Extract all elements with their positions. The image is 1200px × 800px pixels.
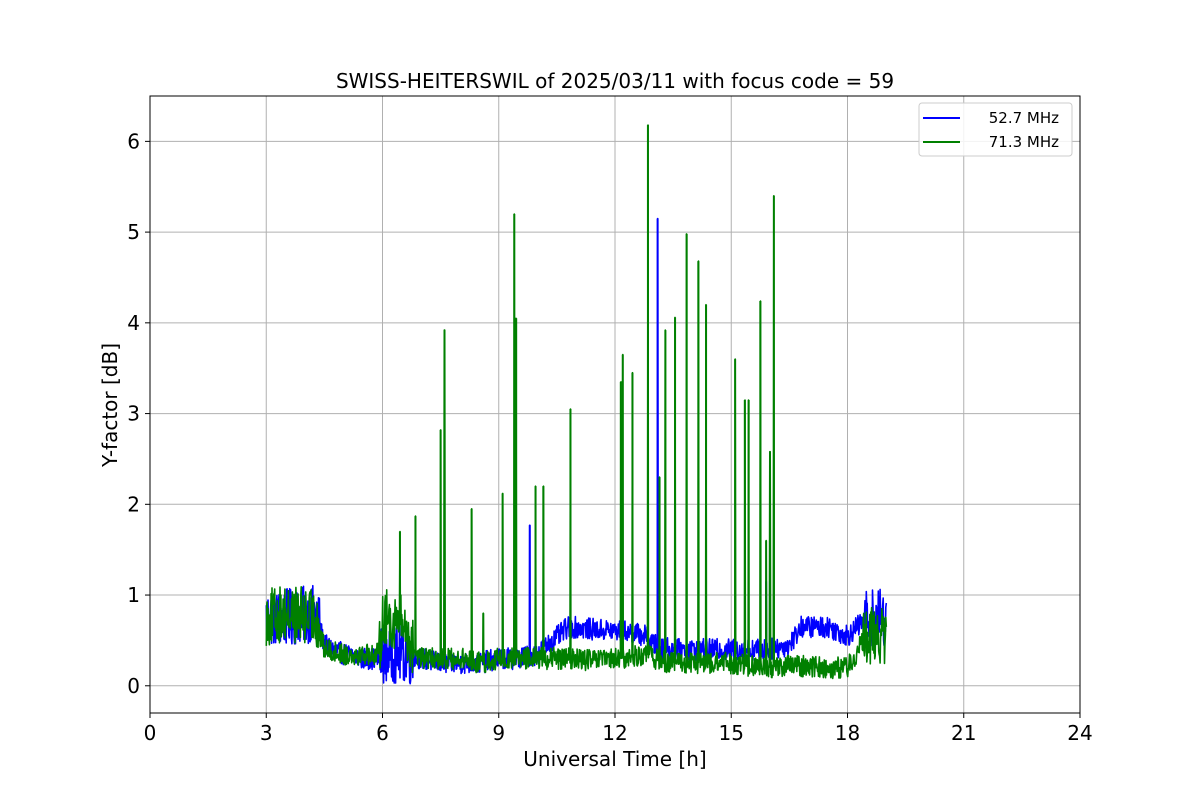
x-tick-label: 0: [144, 721, 157, 745]
x-tick-label: 3: [260, 721, 273, 745]
legend-label: 71.3 MHz: [989, 133, 1059, 151]
y-tick-label: 4: [127, 311, 140, 335]
y-axis-label: Y-factor [dB]: [98, 343, 122, 468]
y-tick-label: 6: [127, 129, 140, 153]
y-tick-label: 1: [127, 583, 140, 607]
y-tick-label: 2: [127, 492, 140, 516]
legend-label: 52.7 MHz: [989, 109, 1059, 127]
x-tick-label: 18: [835, 721, 860, 745]
y-tick-label: 3: [127, 402, 140, 426]
y-tick-label: 5: [127, 220, 140, 244]
series-line: [265, 217, 888, 685]
x-axis: 0 3 6 9 12 15 18 21 24: [144, 713, 1093, 745]
y-tick-label: 0: [127, 674, 140, 698]
x-tick-label: 15: [719, 721, 744, 745]
series-line: [265, 124, 888, 680]
x-tick-label: 9: [492, 721, 505, 745]
x-axis-label: Universal Time [h]: [523, 747, 706, 771]
chart-title: SWISS-HEITERSWIL of 2025/03/11 with focu…: [336, 69, 894, 93]
x-tick-label: 21: [951, 721, 976, 745]
x-tick-label: 24: [1067, 721, 1092, 745]
x-tick-label: 12: [602, 721, 627, 745]
y-axis: 0 1 2 3 4 5 6: [127, 129, 150, 698]
plot-area: [265, 124, 888, 685]
legend: 52.7 MHz 71.3 MHz: [918, 102, 1073, 157]
x-tick-label: 6: [376, 721, 389, 745]
